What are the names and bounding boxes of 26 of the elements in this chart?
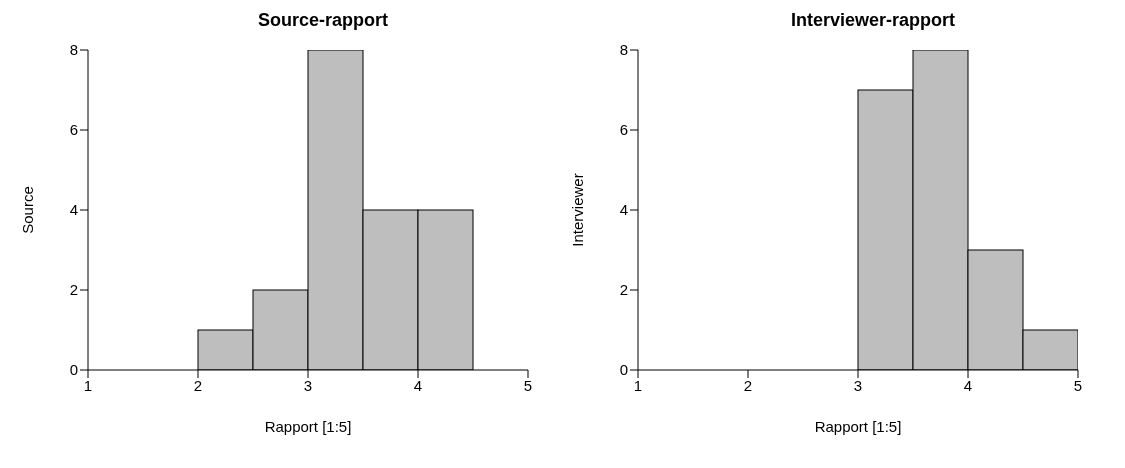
x-tick-label: 1 [633,376,643,394]
y-tick-label: 4 [619,201,628,219]
y-tick-label: 0 [69,361,78,379]
x-tick-label: 1 [83,376,93,394]
y-tick-label: 6 [69,121,78,139]
x-tick-label: 5 [1073,376,1083,394]
x-axis-title: Rapport [1:5] [814,418,902,435]
x-tick-label: 2 [743,376,753,394]
y-tick-label: 4 [69,201,78,219]
y-axis-title: Interviewer [569,173,587,247]
y-tick-label: 2 [619,281,628,299]
y-tick-label: 8 [69,41,78,59]
x-tick-label: 2 [193,376,203,394]
x-axis-title: Rapport [1:5] [264,418,352,435]
y-tick-label: 8 [619,41,628,59]
chart-title: Source-rapport [257,9,389,32]
x-tick-label: 4 [413,376,423,394]
x-tick-label: 3 [303,376,313,394]
y-tick-label: 0 [619,361,628,379]
x-tick-label: 5 [523,376,533,394]
y-axis-title: Source [19,186,37,234]
y-tick-label: 2 [69,281,78,299]
chart-title: Interviewer-rapport [789,9,956,32]
y-tick-label: 6 [619,121,628,139]
x-tick-label: 4 [963,376,973,394]
x-tick-label: 3 [853,376,863,394]
